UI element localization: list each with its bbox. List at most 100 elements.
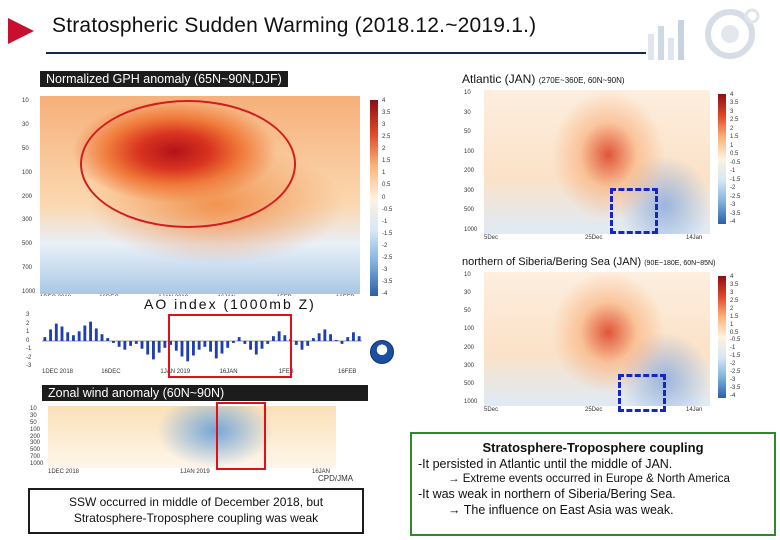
siberia-colorbar-tick: 3 [730, 289, 734, 296]
gph-y-tick: 500 [22, 241, 33, 248]
atlantic-colorbar-tick: -2.5 [730, 193, 741, 200]
wind-y-tick: 200 [30, 433, 41, 440]
ao-bar [140, 341, 144, 349]
ao-y-tick: 1 [26, 329, 30, 335]
atlantic-x-ticks: 5Dec 25Dec 14Jan [484, 234, 710, 244]
atlantic-colorbar-ticks: 4 3.5 3 2.5 2 1.5 1 0.5 -0.5 -1 -1.5 -2 -2.5 -3 -3.5 -4 [730, 92, 752, 226]
siberia-colorbar-tick: -3.5 [730, 385, 741, 392]
gph-y-tick: 30 [22, 121, 29, 128]
gph-y-tick: 100 [22, 169, 33, 176]
ao-bar [340, 341, 344, 344]
ssw-note-box: SSW occurred in middle of December 2018,… [28, 488, 364, 534]
ao-x-ticks: 1DEC 2018 16DEC 1JAN 2019 16JAN 1FEB 16FEB [42, 368, 362, 378]
atlantic-title: Atlantic (JAN) (270E~360E, 60N~90N) [462, 72, 625, 86]
siberia-region: (90E~180E, 60N~85N) [644, 260, 716, 267]
atlantic-colorbar-tick: 2.5 [730, 117, 739, 124]
atlantic-highlight-box [610, 188, 658, 234]
siberia-colorbar [718, 276, 726, 398]
ao-y-tick: -1 [26, 346, 32, 352]
ao-bar [89, 321, 92, 341]
gph-colorbar-tick: 2 [382, 146, 386, 153]
ao-bar [157, 341, 161, 353]
gph-colorbar [370, 100, 378, 296]
ao-x-tick: 1JAN 2019 [160, 369, 191, 375]
ao-bar [300, 341, 304, 350]
ao-bar [83, 325, 87, 341]
ao-bar [254, 341, 258, 355]
ao-bar [346, 337, 350, 341]
atlantic-colorbar-tick: -1 [730, 168, 736, 175]
ao-y-tick: -3 [26, 363, 32, 369]
wind-y-ticks: 10 30 50 100 200 300 500 700 1000 [30, 406, 46, 468]
coupling-note-line4: → The influence on East Asia was weak. [448, 503, 674, 517]
wind-x-ticks: 1DEC 2018 1JAN 2019 16JAN [48, 468, 336, 478]
siberia-colorbar-tick: -1.5 [730, 353, 741, 360]
ao-bar [220, 341, 224, 354]
gph-colorbar-tick: 2.5 [382, 134, 391, 141]
gph-colorbar-tick: -3.5 [382, 278, 393, 285]
gph-panel-label: Normalized GPH anomaly (65N~90N,DJF) [40, 71, 288, 87]
coupling-note-box: Stratosphere-Troposphere coupling -It pe… [410, 432, 776, 536]
siberia-colorbar-tick: -3 [730, 377, 736, 384]
coupling-note-line3: -It was weak in northern of Siberia/Beri… [418, 487, 676, 501]
atlantic-x-tick: 14Jan [686, 235, 703, 241]
atlantic-colorbar-tick: 1 [730, 142, 734, 149]
wind-y-tick: 700 [30, 454, 41, 461]
ao-bar [94, 328, 98, 341]
gph-colorbar-tick: 3 [382, 122, 386, 129]
atlantic-colorbar-tick: -3.5 [730, 210, 741, 217]
ao-bar [232, 341, 235, 343]
siberia-y-tick: 300 [464, 362, 475, 369]
ao-x-tick: 1DEC 2018 [42, 369, 74, 375]
atlantic-y-tick: 10 [464, 90, 471, 96]
noaa-logo [370, 340, 394, 364]
warming-highlight-ellipse [80, 100, 296, 228]
ao-bar [54, 323, 58, 341]
atlantic-colorbar-tick: 4 [730, 92, 734, 98]
siberia-x-tick: 25Dec [585, 407, 603, 413]
atlantic-y-tick: 100 [464, 148, 475, 155]
gph-y-tick: 300 [22, 217, 33, 224]
atlantic-colorbar [718, 94, 726, 224]
gph-colorbar-tick: -2 [382, 242, 388, 249]
coupling-note-title: Stratosphere-Troposphere coupling [482, 440, 704, 455]
gph-colorbar-tick: -1 [382, 218, 388, 225]
atlantic-y-tick: 300 [464, 187, 475, 194]
ao-bar [112, 341, 115, 343]
ao-bar [186, 341, 190, 362]
siberia-label: northern of Siberia/Bering Sea (JAN) [462, 256, 642, 268]
ao-bar [214, 341, 218, 359]
ao-bar [260, 341, 264, 349]
atlantic-y-tick: 50 [464, 129, 471, 136]
atlantic-y-tick: 30 [464, 109, 471, 116]
ao-bar [106, 338, 110, 341]
atlantic-colorbar-tick: 3 [730, 108, 734, 115]
ao-bar [266, 341, 270, 344]
ao-index-chart: AO index (1000mb Z) 3 2 1 0 -1 -2 -3 1DEC 2018… [26, 296, 366, 378]
ao-bar [174, 341, 178, 351]
wind-y-tick: 30 [30, 412, 37, 419]
atlantic-figure: 4 3.5 3 2.5 2 1.5 1 0.5 -0.5 -1 -1.5 -2 -2.5 -3 -3.5 -4… [462, 88, 762, 246]
siberia-colorbar-tick: 1 [730, 321, 734, 328]
siberia-y-tick: 100 [464, 326, 475, 333]
ao-bar [146, 341, 150, 355]
ao-title: AO index (1000mb Z) [144, 296, 316, 312]
ssw-note-line1: SSW occurred in middle of December 2018,… [68, 495, 324, 509]
siberia-colorbar-tick: 4 [730, 274, 734, 280]
ao-bar [306, 341, 310, 346]
ao-bar [226, 341, 230, 348]
ao-x-tick: 1FEB [278, 369, 294, 375]
atlantic-y-ticks: 10 30 50 100 200 300 500 1000 [464, 90, 482, 234]
siberia-colorbar-tick: 2.5 [730, 297, 739, 304]
ao-bar [203, 341, 207, 347]
wind-y-tick: 10 [30, 406, 37, 412]
atlantic-label: Atlantic (JAN) [462, 72, 536, 86]
atlantic-colorbar-tick: -1.5 [730, 176, 741, 183]
gph-colorbar-tick: -0.5 [382, 206, 393, 213]
gph-y-tick: 200 [22, 193, 33, 200]
wind-y-tick: 500 [30, 447, 41, 454]
gph-colorbar-tick: 1.5 [382, 158, 391, 165]
gph-colorbar-tick: 3.5 [382, 110, 391, 117]
siberia-title: northern of Siberia/Bering Sea (JAN) (90… [462, 256, 715, 268]
ao-y-tick: 0 [26, 337, 30, 344]
